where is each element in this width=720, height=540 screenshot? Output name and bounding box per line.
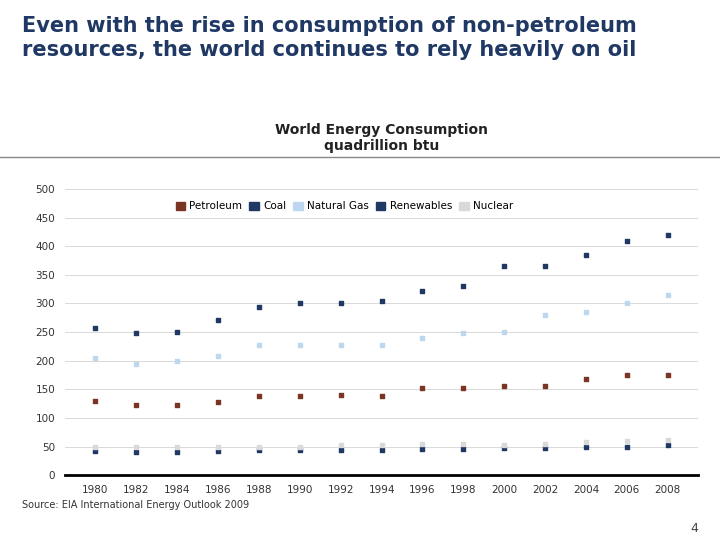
Coal: [621, 236, 633, 245]
Renewables: [417, 444, 428, 453]
Nuclear: [580, 438, 592, 447]
Nuclear: [130, 442, 142, 451]
Petroleum: [417, 384, 428, 393]
Natural Gas: [621, 299, 633, 308]
Coal: [376, 296, 387, 305]
Renewables: [621, 442, 633, 451]
Coal: [294, 299, 305, 308]
Natural Gas: [376, 340, 387, 349]
Natural Gas: [580, 308, 592, 316]
Renewables: [335, 446, 346, 454]
Nuclear: [621, 436, 633, 445]
Nuclear: [376, 441, 387, 450]
Petroleum: [335, 391, 346, 400]
Natural Gas: [498, 328, 510, 336]
Coal: [335, 299, 346, 308]
Natural Gas: [90, 354, 102, 362]
Natural Gas: [662, 291, 673, 299]
Coal: [90, 323, 102, 332]
Coal: [171, 328, 183, 336]
Renewables: [498, 443, 510, 452]
Petroleum: [253, 392, 265, 401]
Nuclear: [294, 442, 305, 451]
Petroleum: [498, 382, 510, 391]
Nuclear: [662, 435, 673, 444]
Renewables: [171, 448, 183, 457]
Nuclear: [539, 440, 551, 448]
Title: World Energy Consumption
quadrillion btu: World Energy Consumption quadrillion btu: [275, 123, 488, 153]
Nuclear: [458, 440, 469, 449]
Text: Source: EIA International Energy Outlook 2009: Source: EIA International Energy Outlook…: [22, 500, 248, 510]
Petroleum: [662, 370, 673, 379]
Coal: [580, 251, 592, 259]
Petroleum: [171, 401, 183, 410]
Coal: [662, 231, 673, 239]
Petroleum: [458, 384, 469, 393]
Petroleum: [130, 401, 142, 410]
Natural Gas: [335, 340, 346, 349]
Nuclear: [498, 441, 510, 450]
Renewables: [539, 443, 551, 452]
Petroleum: [90, 396, 102, 405]
Coal: [498, 262, 510, 271]
Text: Even with the rise in consumption of non-petroleum
resources, the world continue: Even with the rise in consumption of non…: [22, 16, 636, 60]
Renewables: [580, 442, 592, 451]
Petroleum: [580, 375, 592, 383]
Natural Gas: [417, 334, 428, 342]
Nuclear: [212, 442, 224, 451]
Natural Gas: [130, 359, 142, 368]
Coal: [539, 262, 551, 271]
Nuclear: [171, 442, 183, 451]
Petroleum: [376, 392, 387, 401]
Nuclear: [335, 441, 346, 450]
Renewables: [376, 446, 387, 454]
Nuclear: [253, 442, 265, 451]
Nuclear: [90, 442, 102, 451]
Natural Gas: [171, 356, 183, 365]
Natural Gas: [294, 340, 305, 349]
Coal: [130, 329, 142, 338]
Natural Gas: [253, 340, 265, 349]
Natural Gas: [212, 352, 224, 361]
Renewables: [294, 446, 305, 454]
Renewables: [212, 447, 224, 455]
Coal: [417, 287, 428, 295]
Coal: [253, 302, 265, 311]
Natural Gas: [458, 329, 469, 338]
Petroleum: [294, 392, 305, 401]
Petroleum: [539, 382, 551, 391]
Renewables: [253, 446, 265, 454]
Natural Gas: [539, 310, 551, 319]
Renewables: [130, 448, 142, 457]
Renewables: [90, 447, 102, 455]
Text: 4: 4: [690, 522, 698, 535]
Nuclear: [417, 440, 428, 449]
Coal: [458, 282, 469, 291]
Coal: [212, 315, 224, 324]
Legend: Petroleum, Coal, Natural Gas, Renewables, Nuclear: Petroleum, Coal, Natural Gas, Renewables…: [171, 197, 517, 215]
Renewables: [662, 441, 673, 450]
Petroleum: [212, 397, 224, 406]
Renewables: [458, 444, 469, 453]
Petroleum: [621, 370, 633, 379]
